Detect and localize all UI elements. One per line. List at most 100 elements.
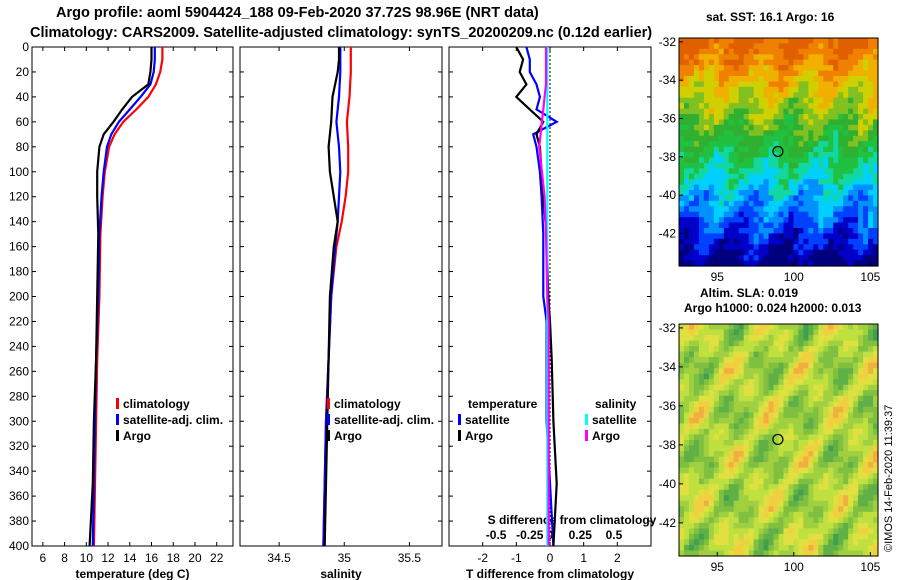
- sst-cell: [838, 244, 844, 251]
- sla-cell: [679, 489, 685, 496]
- sst-cell: [808, 162, 814, 169]
- sst-cell: [783, 103, 790, 110]
- sst-cell: [858, 48, 864, 55]
- sla-cell: [858, 462, 864, 469]
- sla-cell: [788, 329, 795, 336]
- sst-cell: [798, 92, 804, 99]
- sst-cell: [693, 146, 700, 153]
- sla-cell: [853, 544, 859, 552]
- sst-cell: [723, 86, 730, 93]
- sla-cell: [763, 335, 770, 342]
- sst-cell: [823, 135, 829, 142]
- sst-cell: [823, 249, 829, 256]
- sst-cell: [818, 260, 824, 267]
- sla-cell: [738, 390, 745, 397]
- sst-map: [679, 38, 879, 267]
- sst-cell: [808, 184, 814, 191]
- sst-cell: [728, 211, 735, 218]
- sst-cell: [698, 108, 705, 115]
- sla-cell: [733, 511, 740, 518]
- sla-cell: [868, 340, 874, 347]
- sla-cell: [708, 445, 715, 452]
- sst-cell: [788, 152, 795, 159]
- sla-cell: [778, 340, 785, 347]
- sla-cell: [798, 401, 804, 408]
- sst-cell: [788, 76, 795, 83]
- sst-cell: [823, 43, 829, 50]
- legend-label: satellite-adj. clim.: [334, 413, 435, 427]
- sst-cell: [693, 76, 700, 83]
- sst-cell: [743, 260, 750, 267]
- sla-cell: [728, 423, 735, 430]
- sla-cell: [783, 428, 790, 436]
- sst-cell: [723, 184, 730, 191]
- sla-cell: [853, 506, 859, 513]
- sst-cell: [738, 108, 745, 115]
- sst-cell: [843, 76, 849, 83]
- sla-cell: [679, 522, 685, 529]
- sst-cell: [763, 233, 770, 240]
- sst-cell: [688, 59, 695, 66]
- sla-cell: [768, 473, 775, 480]
- sst-cell: [798, 211, 804, 218]
- sla-cell: [818, 445, 824, 452]
- sst-cell: [853, 179, 859, 186]
- sla-cell: [683, 351, 690, 358]
- sst-cell: [713, 103, 720, 110]
- sst-cell: [708, 228, 715, 235]
- sst-cell: [733, 152, 740, 159]
- sst-cell: [793, 179, 799, 186]
- sla-cell: [858, 544, 864, 552]
- sla-cell: [773, 362, 780, 369]
- sla-cell: [748, 434, 755, 441]
- sst-cell: [868, 38, 874, 45]
- sst-cell: [693, 92, 700, 99]
- sst-cell: [798, 168, 804, 175]
- sla-cell: [863, 401, 869, 408]
- sst-cell: [788, 233, 795, 240]
- sst-cell: [848, 179, 854, 186]
- sst-cell: [688, 81, 695, 88]
- sla-cell: [838, 495, 844, 502]
- sst-cell: [853, 190, 859, 197]
- sst-cell: [758, 86, 765, 93]
- sla-cell: [863, 451, 869, 458]
- sst-cell: [713, 249, 720, 256]
- sst-cell: [698, 168, 705, 175]
- sla-cell: [868, 335, 874, 342]
- sst-cell: [763, 228, 770, 235]
- sla-cell: [698, 384, 705, 391]
- sla-cell: [723, 506, 730, 513]
- sla-cell: [848, 517, 854, 524]
- sla-cell: [803, 517, 809, 524]
- sst-cell: [718, 255, 725, 262]
- sst-cell: [723, 249, 730, 256]
- sla-cell: [773, 379, 780, 386]
- sla-cell: [818, 329, 824, 336]
- sla-cell: [833, 517, 839, 524]
- sla-cell: [823, 362, 829, 369]
- sst-cell: [783, 244, 790, 251]
- sla-cell: [793, 522, 799, 529]
- sst-cell: [788, 65, 795, 72]
- sst-cell: [858, 54, 864, 61]
- sla-cell: [863, 489, 869, 496]
- sla-cell: [863, 324, 869, 331]
- sst-cell: [703, 179, 710, 186]
- sst-cell: [863, 211, 869, 218]
- sla-cell: [748, 412, 755, 419]
- sla-cell: [798, 384, 804, 391]
- sst-cell: [818, 168, 824, 175]
- sla-cell: [873, 373, 879, 380]
- sst-cell: [698, 130, 705, 137]
- sst-cell: [853, 211, 859, 218]
- sst-cell: [728, 54, 735, 61]
- sla-cell: [733, 357, 740, 364]
- sst-cell: [738, 190, 745, 197]
- sst-cell: [738, 173, 745, 180]
- sst-cell: [708, 108, 715, 115]
- sst-cell: [683, 244, 690, 251]
- sla-cell: [763, 511, 770, 518]
- sst-cell: [798, 200, 804, 207]
- sla-cell: [693, 362, 700, 369]
